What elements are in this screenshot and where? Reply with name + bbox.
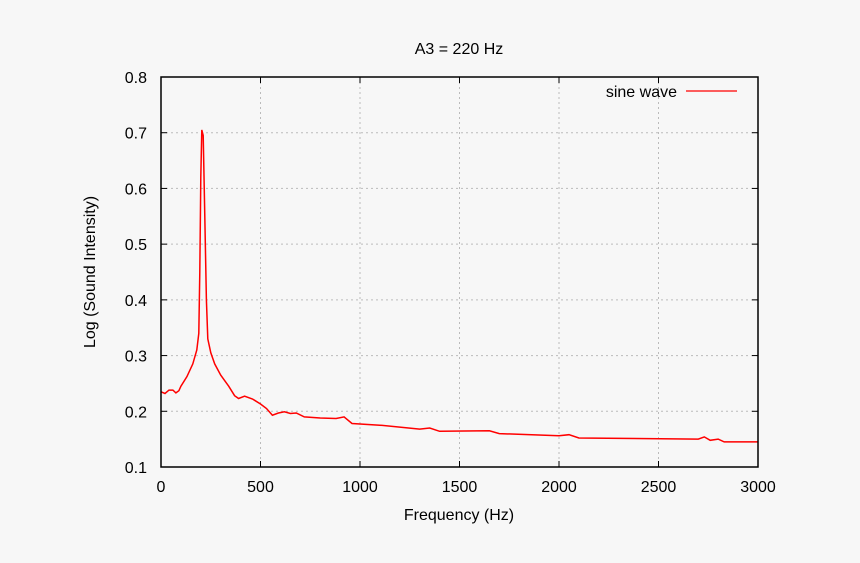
- y-tick-label: 0.7: [125, 126, 147, 143]
- series-line-sine-wave: [160, 129, 758, 443]
- y-tick-label: 0.4: [125, 293, 147, 310]
- legend: sine wave: [606, 84, 737, 101]
- grid: [161, 77, 758, 467]
- legend-label: sine wave: [606, 84, 677, 101]
- y-tick-label: 0.2: [125, 404, 147, 421]
- x-tick-label: 0: [157, 479, 166, 496]
- y-tick-label: 0.6: [125, 181, 147, 198]
- x-tick-label: 2000: [541, 479, 577, 496]
- x-tick-label: 3000: [740, 479, 776, 496]
- plot-border: [160, 76, 759, 468]
- x-axis-label: Frequency (Hz): [404, 507, 514, 524]
- x-tick-label: 1500: [442, 479, 478, 496]
- x-tick-label: 2500: [641, 479, 677, 496]
- y-tick-label: 0.3: [125, 349, 147, 366]
- ticks: 0 500 1000 1500 2000 2500 3000 0.1 0.2 0.3 0.4 0.5 0…: [125, 70, 776, 496]
- x-tick-label: 1000: [342, 479, 378, 496]
- chart-title: A3 = 220 Hz: [415, 41, 504, 58]
- y-tick-label: 0.8: [125, 70, 147, 87]
- x-tick-label: 500: [247, 479, 274, 496]
- y-tick-label: 0.1: [125, 460, 147, 477]
- y-tick-label: 0.5: [125, 237, 147, 254]
- y-axis-label: Log (Sound Intensity): [82, 196, 99, 348]
